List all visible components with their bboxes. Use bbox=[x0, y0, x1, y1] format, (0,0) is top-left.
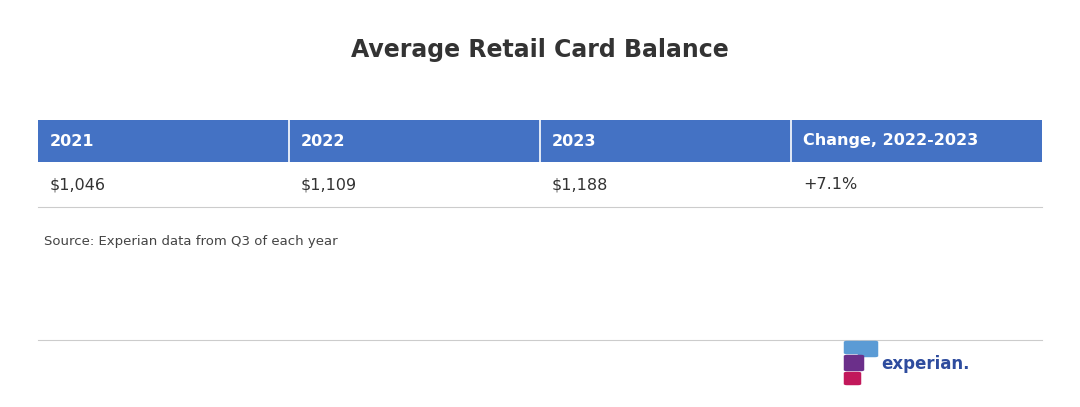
Text: +7.1%: +7.1% bbox=[804, 177, 858, 192]
Text: $1,046: $1,046 bbox=[50, 177, 106, 192]
Text: Change, 2022-2023: Change, 2022-2023 bbox=[804, 133, 978, 149]
Text: 2022: 2022 bbox=[301, 133, 346, 149]
Text: Average Retail Card Balance: Average Retail Card Balance bbox=[351, 38, 729, 62]
Text: 2021: 2021 bbox=[50, 133, 95, 149]
Text: experian.: experian. bbox=[881, 355, 970, 373]
Text: 2023: 2023 bbox=[552, 133, 596, 149]
Text: Source: Experian data from Q3 of each year: Source: Experian data from Q3 of each ye… bbox=[44, 235, 338, 248]
Text: $1,188: $1,188 bbox=[552, 177, 608, 192]
Text: $1,109: $1,109 bbox=[301, 177, 357, 192]
